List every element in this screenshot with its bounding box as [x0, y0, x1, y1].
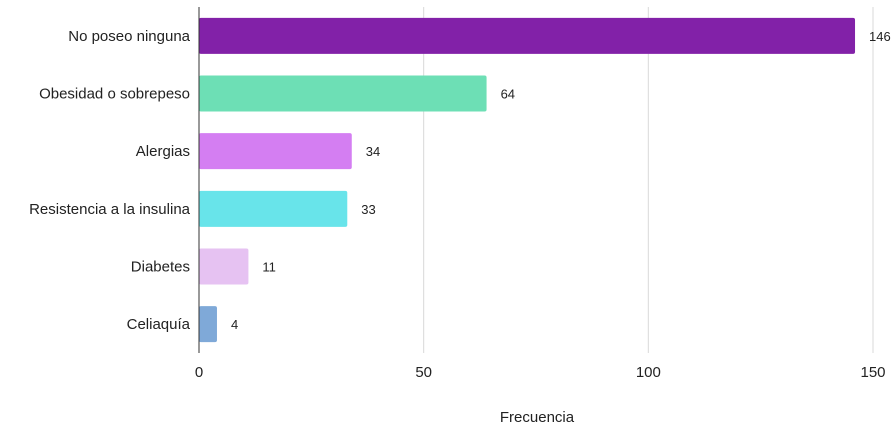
- category-label: Resistencia a la insulina: [29, 201, 191, 218]
- bars: [199, 17, 856, 343]
- category-labels: No poseo ninguna Obesidad o sobrepeso Aler…: [29, 28, 191, 333]
- category-label: Alergias: [136, 143, 190, 160]
- x-tick-label: 150: [860, 364, 885, 381]
- value-label: 4: [231, 317, 238, 332]
- x-tick-label: 0: [195, 364, 203, 381]
- category-label: Obesidad o sobrepeso: [39, 86, 190, 103]
- bar: [199, 133, 352, 170]
- value-label: 146: [869, 29, 891, 44]
- category-label: No poseo ninguna: [68, 28, 190, 45]
- x-tick-label: 50: [415, 364, 432, 381]
- x-axis-title: Frecuencia: [500, 409, 575, 426]
- category-label: Diabetes: [131, 259, 190, 276]
- gridlines: [423, 7, 874, 353]
- value-label: 64: [501, 87, 515, 102]
- bar: [199, 75, 487, 112]
- x-tick-label: 100: [636, 364, 661, 381]
- category-label: Celiaquía: [127, 316, 191, 333]
- value-label: 33: [361, 202, 375, 217]
- value-label: 11: [262, 260, 276, 275]
- bar: [199, 17, 856, 54]
- value-label: 34: [366, 144, 380, 159]
- bar: [199, 190, 348, 227]
- value-labels: 146 64 34 33 11 4: [231, 29, 891, 332]
- x-tick-labels: 0 50 100 150: [195, 364, 886, 381]
- bar: [199, 306, 217, 343]
- bar: [199, 248, 249, 285]
